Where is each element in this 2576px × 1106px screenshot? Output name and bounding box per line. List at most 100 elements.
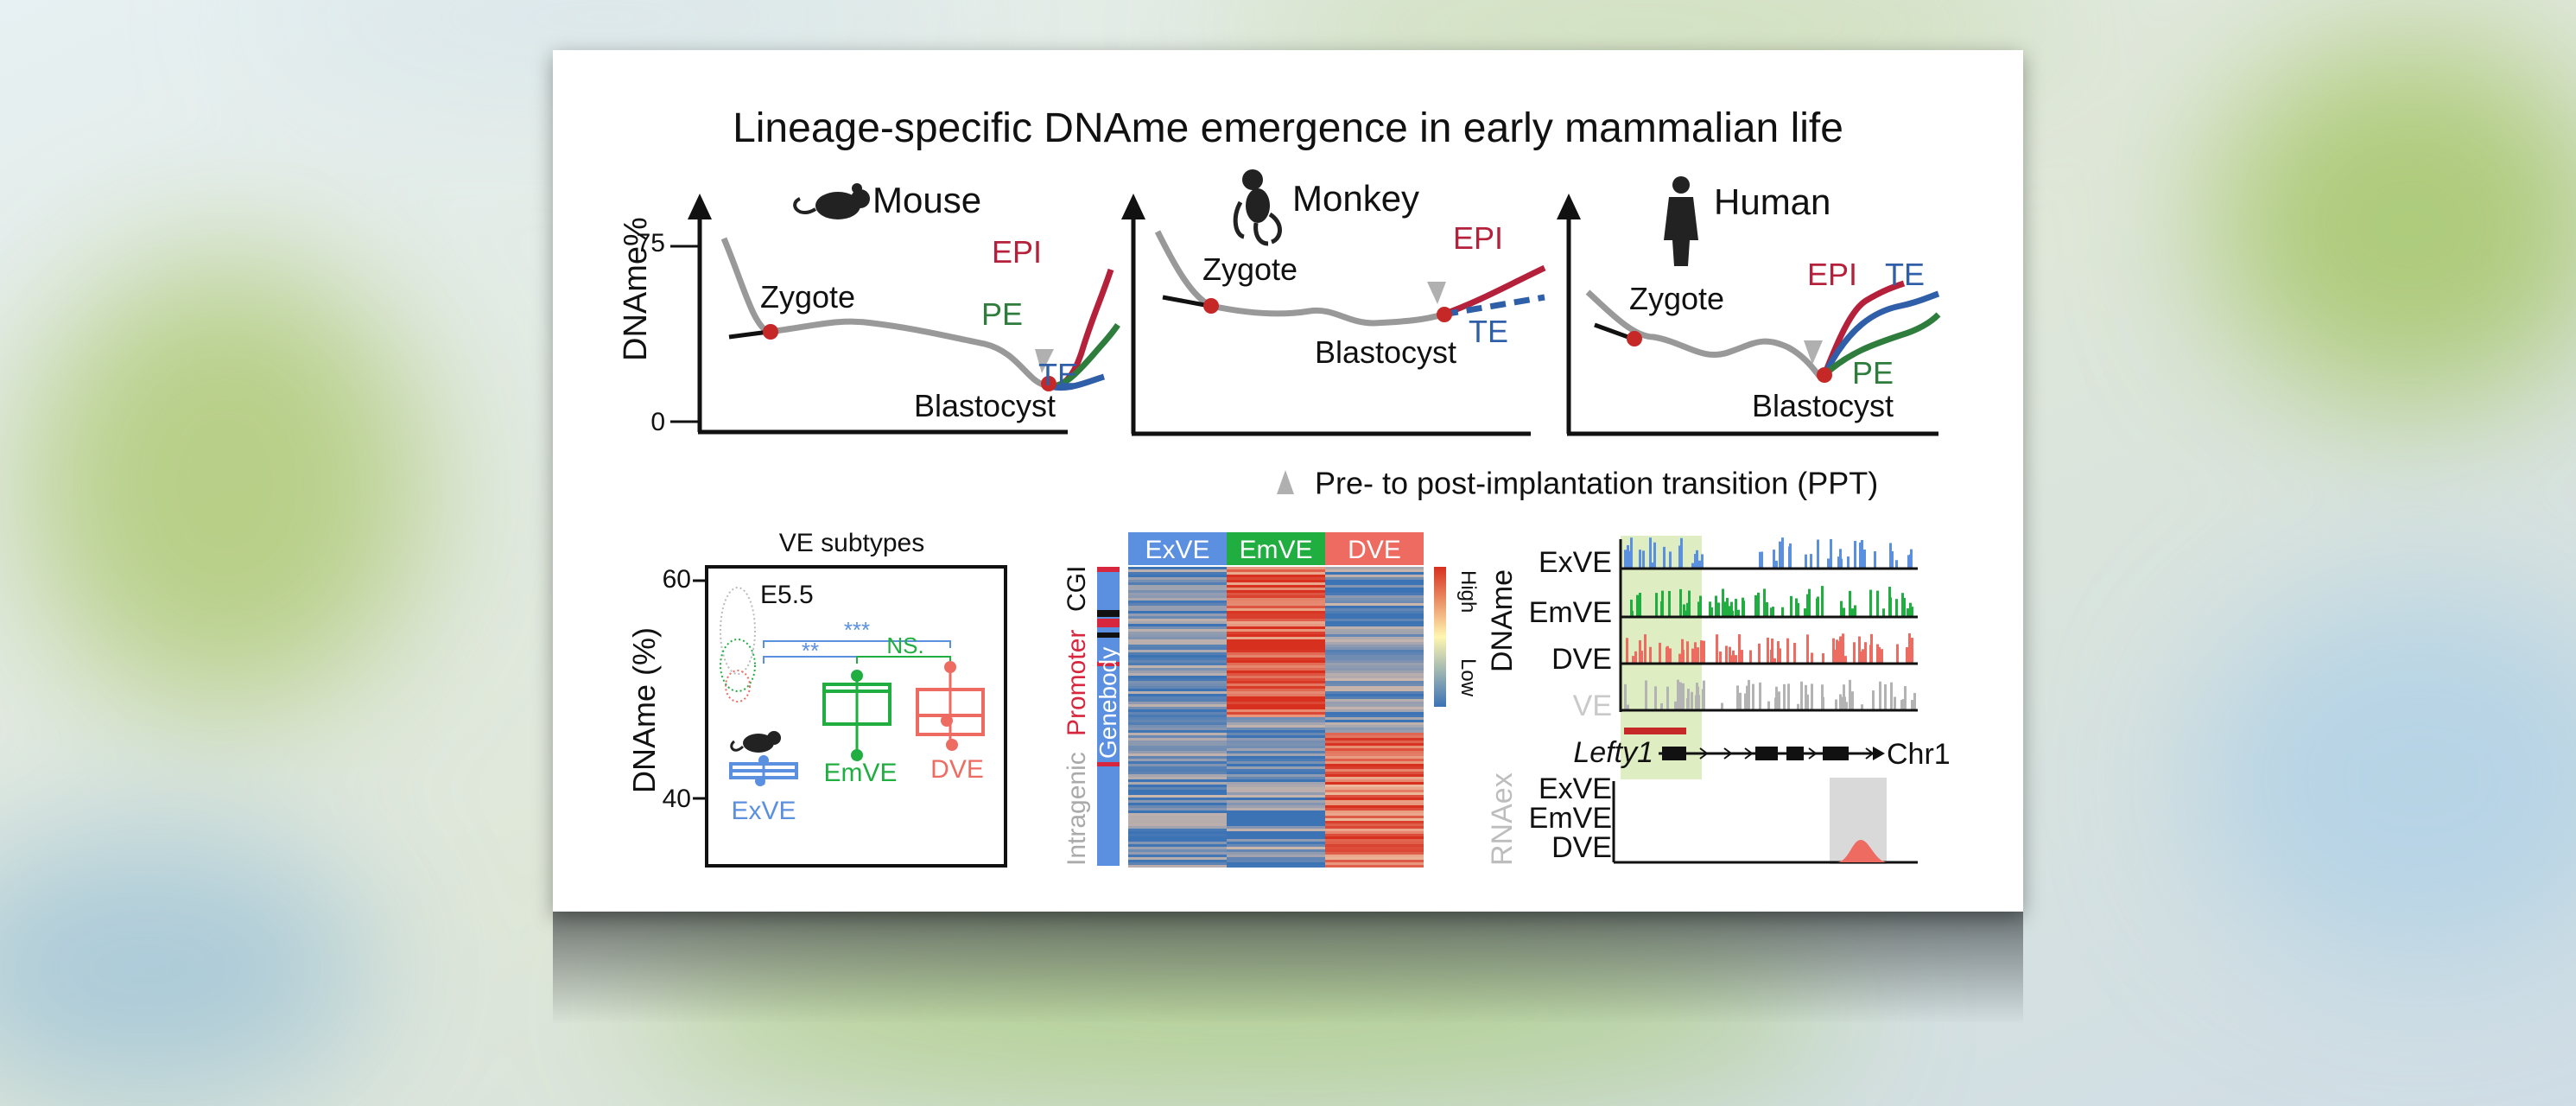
heatmap-cell <box>1227 777 1325 779</box>
heatmap-cell <box>1227 588 1325 590</box>
methylation-bar <box>1661 590 1664 617</box>
ppt-arrowhead <box>1035 349 1054 373</box>
heatmap-cell <box>1325 720 1424 722</box>
methylation-bar <box>1903 600 1906 617</box>
heatmap-cell <box>1325 647 1424 650</box>
heatmap-cell <box>1325 741 1424 743</box>
methylation-bar <box>1679 588 1682 617</box>
heatmap-cell <box>1128 575 1227 577</box>
heatmap-cell <box>1227 629 1325 632</box>
heatmap-cell <box>1325 652 1424 655</box>
methylation-bar <box>1770 649 1773 664</box>
label-blastocyst: Blastocyst <box>914 388 1056 423</box>
methylation-bar <box>1805 684 1807 710</box>
methylation-bar <box>1678 545 1681 569</box>
heatmap-cell <box>1227 764 1325 766</box>
methylation-bar <box>1773 658 1776 664</box>
heatmap-cell <box>1128 577 1227 580</box>
heatmap-col-exve: ExVE <box>1145 536 1209 564</box>
heatmap-cell <box>1128 634 1227 637</box>
label-te: TE <box>1038 357 1078 392</box>
heatmap-cell <box>1325 611 1424 613</box>
heatmap-cell <box>1325 660 1424 663</box>
heatmap-cell <box>1325 857 1424 860</box>
heatmap-cell <box>1325 785 1424 787</box>
heatmap-cell <box>1227 634 1325 637</box>
heatmap-color-scale <box>1434 567 1446 707</box>
heatmap-cell <box>1325 753 1424 756</box>
heatmap-cell <box>1128 569 1227 572</box>
y-tick-60: 60 <box>663 565 691 594</box>
heatmap-cell <box>1128 681 1227 683</box>
methylation-bar <box>1861 539 1863 569</box>
heatmap-cell <box>1325 803 1424 805</box>
methylation-bar <box>1696 683 1698 710</box>
heatmap-cell <box>1128 774 1227 777</box>
heatmap-cell <box>1227 577 1325 580</box>
heatmap-cell <box>1128 839 1227 842</box>
heatmap-cell <box>1227 821 1325 823</box>
heatmap-cell <box>1128 702 1227 704</box>
heatmap-cell <box>1128 645 1227 647</box>
heatmap-cell <box>1128 865 1227 868</box>
methylation-bar <box>1627 704 1629 710</box>
heatmap-cell <box>1128 655 1227 658</box>
heatmap-cell <box>1227 696 1325 699</box>
methylation-bar <box>1696 550 1698 569</box>
methylation-bar <box>1847 556 1850 569</box>
methylation-bar <box>1843 607 1845 617</box>
heatmap-cell <box>1128 756 1227 759</box>
ppt-legend-arrowhead <box>1277 470 1294 494</box>
heatmap-cell <box>1227 699 1325 702</box>
heatmap-cell <box>1128 717 1227 720</box>
heatmap-cell <box>1325 800 1424 803</box>
heatmap-cell <box>1128 676 1227 678</box>
heatmap-cell <box>1128 722 1227 725</box>
heatmap-cell <box>1227 818 1325 821</box>
region-marker <box>1624 728 1686 734</box>
methylation-bar <box>1806 634 1809 664</box>
heatmap-cell <box>1128 764 1227 766</box>
methylation-bar <box>1821 586 1824 617</box>
methylation-bar <box>1666 686 1669 710</box>
heatmap-cell <box>1128 593 1227 595</box>
heatmap-cell <box>1325 668 1424 671</box>
heatmap-cell <box>1128 683 1227 686</box>
heatmap-cell <box>1227 681 1325 683</box>
methylation-bar <box>1861 704 1863 710</box>
heatmap-cell <box>1128 772 1227 774</box>
methylation-bar <box>1870 633 1873 664</box>
methylation-bar <box>1703 680 1705 710</box>
heatmap-cell <box>1128 652 1227 655</box>
row-group-intragenic: Intragenic <box>1063 752 1091 866</box>
sig-exve-dve: *** <box>844 617 870 643</box>
heatmap-cell <box>1227 792 1325 795</box>
methylation-bar <box>1839 694 1842 710</box>
methylation-bar <box>1849 679 1851 710</box>
label-blastocyst-monkey: Blastocyst <box>1315 334 1456 370</box>
heatmap-cell <box>1325 694 1424 696</box>
heatmap-cell <box>1128 813 1227 816</box>
heatmap-cell <box>1227 720 1325 722</box>
heatmap-cell <box>1325 691 1424 694</box>
heatmap-cell <box>1128 567 1227 569</box>
group-dve: DVE <box>930 755 984 784</box>
group-exve: ExVE <box>731 797 796 825</box>
methylation-bar <box>1874 551 1876 569</box>
methylation-bar <box>1876 644 1879 664</box>
label-epi-human: EPI <box>1807 257 1857 292</box>
heatmap-cell <box>1325 696 1424 699</box>
methylation-bar <box>1763 597 1766 617</box>
y-axis-label: DNAme% <box>618 217 654 361</box>
methylation-bar <box>1655 593 1658 617</box>
heatmap-cell <box>1227 645 1325 647</box>
heatmap-cell <box>1128 647 1227 650</box>
heatmap-cell <box>1227 665 1325 668</box>
heatmap-cell <box>1227 761 1325 764</box>
heatmap-cell <box>1325 816 1424 818</box>
heatmap-cell <box>1227 728 1325 730</box>
heatmap-cell <box>1128 725 1227 728</box>
rna-row-dve: DVE <box>1551 831 1612 864</box>
heatmap-cell <box>1128 707 1227 709</box>
heatmap-cell <box>1325 751 1424 753</box>
